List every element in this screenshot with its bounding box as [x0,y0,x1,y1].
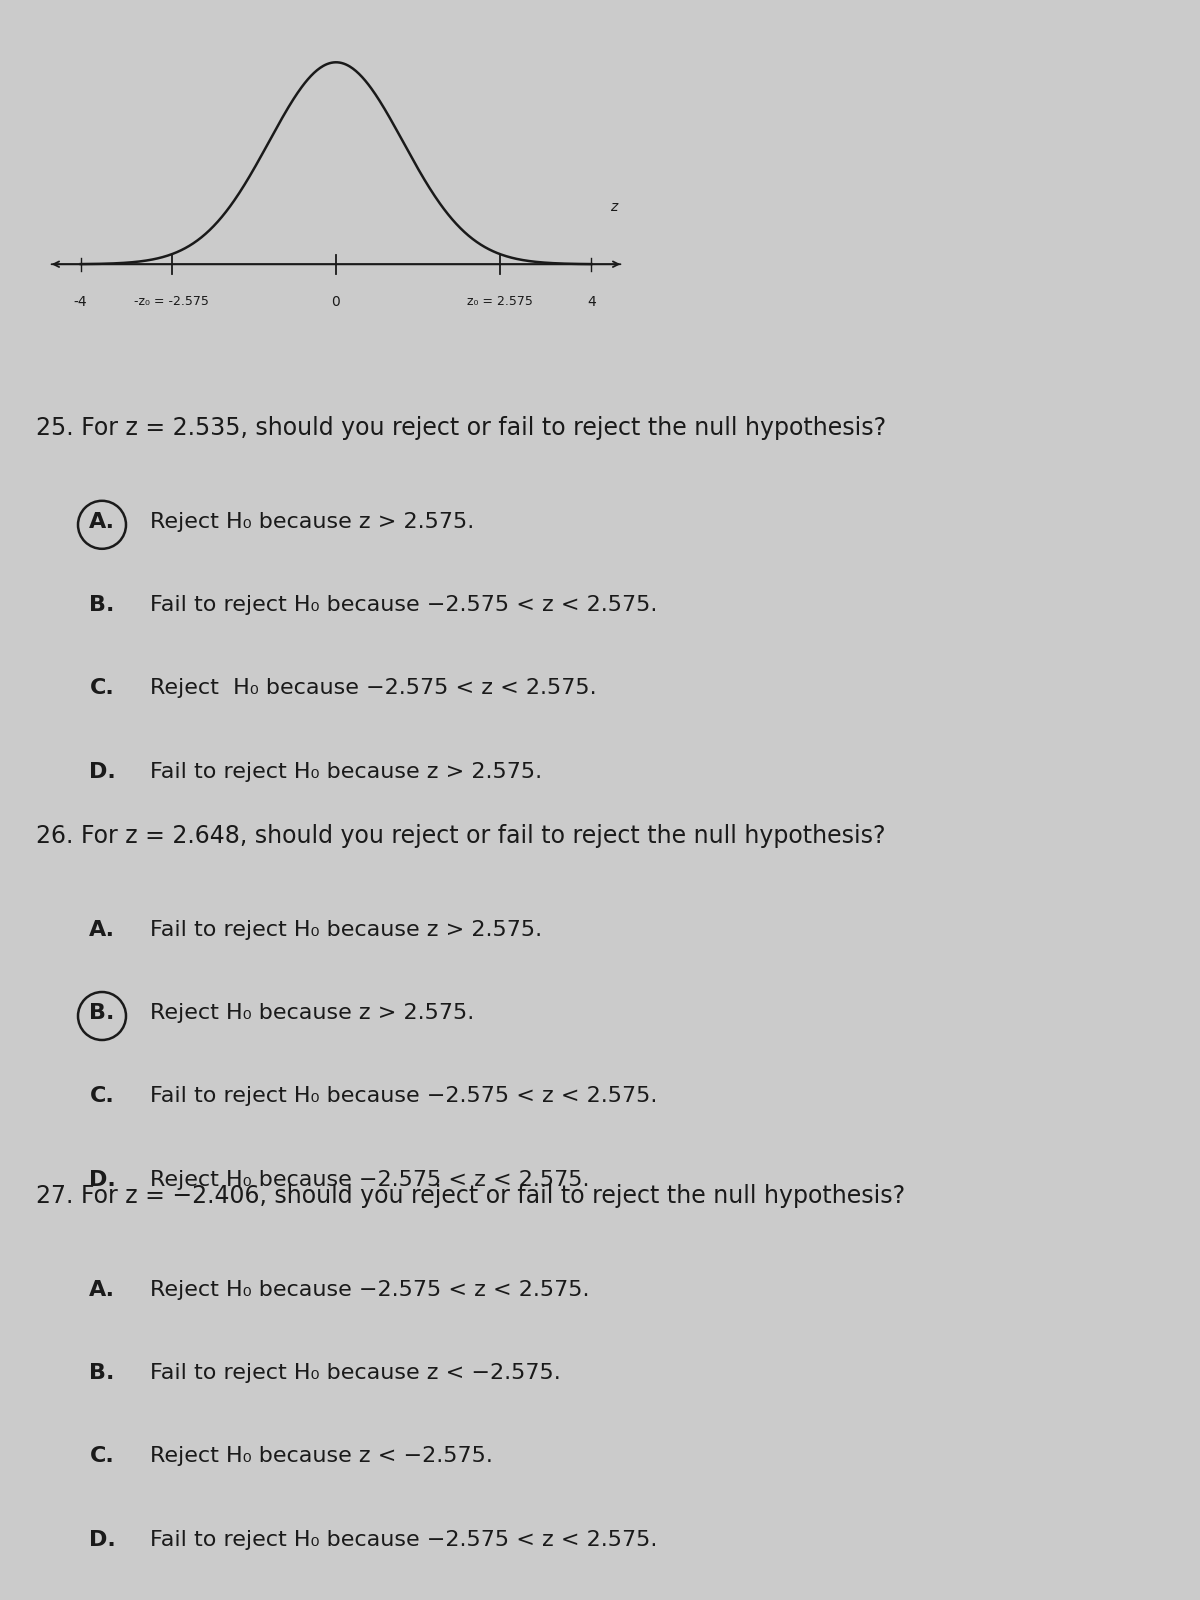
Text: 4: 4 [587,294,595,309]
Text: Reject H₀ because z > 2.575.: Reject H₀ because z > 2.575. [150,1003,474,1024]
Text: Fail to reject H₀ because −2.575 < z < 2.575.: Fail to reject H₀ because −2.575 < z < 2… [150,1530,658,1549]
Text: Reject H₀ because z < −2.575.: Reject H₀ because z < −2.575. [150,1446,493,1466]
Text: A.: A. [89,920,115,939]
Text: Fail to reject H₀ because z < −2.575.: Fail to reject H₀ because z < −2.575. [150,1363,560,1382]
Text: -4: -4 [74,294,88,309]
Text: C.: C. [90,678,114,698]
Text: D.: D. [89,1530,115,1549]
Text: Fail to reject H₀ because z > 2.575.: Fail to reject H₀ because z > 2.575. [150,920,542,939]
Text: Reject H₀ because −2.575 < z < 2.575.: Reject H₀ because −2.575 < z < 2.575. [150,1280,589,1299]
Text: B.: B. [89,1003,115,1024]
Text: 27. For z = −2.406, should you reject or fail to reject the null hypothesis?: 27. For z = −2.406, should you reject or… [36,1184,905,1208]
Text: z₀ = 2.575: z₀ = 2.575 [468,294,533,309]
Text: C.: C. [90,1446,114,1466]
Text: D.: D. [89,1170,115,1190]
Text: Fail to reject H₀ because −2.575 < z < 2.575.: Fail to reject H₀ because −2.575 < z < 2… [150,595,658,616]
Text: 0: 0 [331,294,341,309]
Text: Reject H₀ because z > 2.575.: Reject H₀ because z > 2.575. [150,512,474,531]
Text: -z₀ = -2.575: -z₀ = -2.575 [134,294,209,309]
Text: B.: B. [89,595,115,616]
Text: C.: C. [90,1086,114,1107]
Text: z: z [610,200,617,214]
Text: 25. For z = 2.535, should you reject or fail to reject the null hypothesis?: 25. For z = 2.535, should you reject or … [36,416,886,440]
Text: Fail to reject H₀ because z > 2.575.: Fail to reject H₀ because z > 2.575. [150,762,542,782]
Text: Reject  H₀ because −2.575 < z < 2.575.: Reject H₀ because −2.575 < z < 2.575. [150,678,596,698]
Text: 26. For z = 2.648, should you reject or fail to reject the null hypothesis?: 26. For z = 2.648, should you reject or … [36,824,886,848]
Text: Reject H₀ because −2.575 < z < 2.575.: Reject H₀ because −2.575 < z < 2.575. [150,1170,589,1190]
Text: D.: D. [89,762,115,782]
Text: B.: B. [89,1363,115,1382]
Text: A.: A. [89,1280,115,1299]
Text: A.: A. [89,512,115,531]
Text: Fail to reject H₀ because −2.575 < z < 2.575.: Fail to reject H₀ because −2.575 < z < 2… [150,1086,658,1107]
